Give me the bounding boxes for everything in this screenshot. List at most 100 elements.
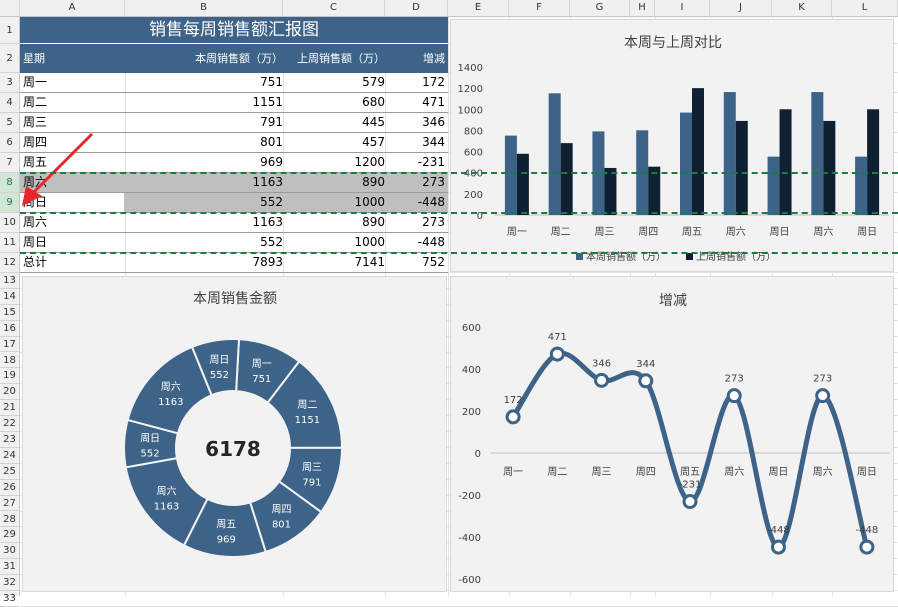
column-header-H[interactable]: H xyxy=(630,0,655,16)
row-header-10[interactable]: 10 xyxy=(0,213,19,233)
table-cell[interactable]: 周五 xyxy=(23,155,48,169)
table-cell[interactable]: 周一 xyxy=(23,75,48,89)
column-header-F[interactable]: F xyxy=(509,0,570,16)
row-header-31[interactable]: 31 xyxy=(0,559,19,576)
x-tick-label: 周三 xyxy=(594,226,614,238)
table-cell[interactable]: 周三 xyxy=(23,115,48,129)
table-cell[interactable]: -448 xyxy=(388,193,448,212)
table-cell[interactable]: 751 xyxy=(260,75,283,89)
table-cell[interactable]: 457 xyxy=(362,135,385,149)
row-header-18[interactable]: 18 xyxy=(0,353,19,369)
table-cell[interactable]: 969 xyxy=(260,155,283,169)
column-header-B[interactable]: B xyxy=(125,0,283,16)
row-header-11[interactable]: 11 xyxy=(0,233,19,253)
y-tick-label: 600 xyxy=(462,323,481,334)
row-header-22[interactable]: 22 xyxy=(0,416,19,432)
table-cell[interactable]: 273 xyxy=(422,175,445,189)
table-cell[interactable]: 1000 xyxy=(286,193,388,212)
row-header-30[interactable]: 30 xyxy=(0,543,19,560)
table-cell[interactable]: 445 xyxy=(362,115,385,129)
table-cell[interactable]: 791 xyxy=(260,115,283,129)
table-cell[interactable]: 552 xyxy=(124,193,286,212)
table-cell[interactable]: 552 xyxy=(260,235,283,249)
column-header-C[interactable]: C xyxy=(283,0,385,16)
table-cell[interactable]: 752 xyxy=(422,255,445,269)
column-header-A[interactable]: A xyxy=(20,0,125,16)
column-header-J[interactable]: J xyxy=(710,0,772,16)
row-header-29[interactable]: 29 xyxy=(0,527,19,544)
table-cell[interactable]: 1200 xyxy=(354,155,385,169)
row-header-9[interactable]: 9 xyxy=(0,193,19,213)
row-header-23[interactable]: 23 xyxy=(0,432,19,448)
x-tick-label: 周四 xyxy=(638,226,658,238)
column-header-E[interactable]: E xyxy=(448,0,509,16)
table-cell[interactable]: 172 xyxy=(422,75,445,89)
table-cell[interactable]: 579 xyxy=(362,75,385,89)
row-header-28[interactable]: 28 xyxy=(0,512,19,528)
row-header-13[interactable]: 13 xyxy=(0,273,19,289)
column-header-D[interactable]: D xyxy=(385,0,448,16)
table-cell[interactable]: -448 xyxy=(417,235,445,249)
table-cell[interactable]: 890 xyxy=(362,215,385,229)
table-cell[interactable]: 总计 xyxy=(23,255,48,269)
table-cell[interactable]: 890 xyxy=(362,175,385,189)
column-header-L[interactable]: L xyxy=(832,0,898,16)
row-header-25[interactable]: 25 xyxy=(0,464,19,480)
row-header-32[interactable]: 32 xyxy=(0,575,19,591)
select-all-corner[interactable] xyxy=(0,0,20,16)
table-cell[interactable]: 周日 xyxy=(23,195,48,209)
column-header-I[interactable]: I xyxy=(655,0,710,16)
donut-chart-panel[interactable]: 本周销售金额 周一 751 周二 1151 周三 791 周四 801 周五 969 周六 1163 周日… xyxy=(22,276,447,592)
y-tick-label: -400 xyxy=(458,533,481,544)
column-header-K[interactable]: K xyxy=(772,0,832,16)
row-header-8[interactable]: 8 xyxy=(0,173,19,193)
row-header-19[interactable]: 19 xyxy=(0,368,19,385)
table-cell[interactable]: 680 xyxy=(362,95,385,109)
table-cell[interactable]: 273 xyxy=(422,215,445,229)
data-point xyxy=(726,388,742,404)
line-chart-panel[interactable]: 增减 -600 -400 -200 0 200 400 600 周一 周二 周三 周四 周五 周六 周日 周六… xyxy=(450,276,894,592)
table-cell[interactable]: 1000 xyxy=(354,235,385,249)
row-header-1[interactable]: 1 xyxy=(0,17,19,44)
table-cell[interactable]: 周日 xyxy=(23,235,48,249)
row-header-3[interactable]: 3 xyxy=(0,73,19,93)
row-header-21[interactable]: 21 xyxy=(0,400,19,417)
row-header-17[interactable]: 17 xyxy=(0,337,19,353)
table-cell[interactable]: 周六 xyxy=(23,175,48,189)
row-header-27[interactable]: 27 xyxy=(0,496,19,512)
row-header-20[interactable]: 20 xyxy=(0,384,19,401)
bar-this-week xyxy=(767,156,780,215)
table-cell[interactable]: 周六 xyxy=(23,215,48,229)
row-header-4[interactable]: 4 xyxy=(0,93,19,113)
row-header-6[interactable]: 6 xyxy=(0,133,19,153)
slice-value: 1163 xyxy=(154,502,179,513)
table-cell[interactable]: -231 xyxy=(417,155,445,169)
table-cell[interactable]: 1151 xyxy=(252,95,283,109)
bar-chart-panel[interactable]: 本周与上周对比 0 200 400 600 800 1000 1200 1400 周一 周二 周三 周四… xyxy=(450,19,894,272)
slice-label: 周四 xyxy=(271,503,291,515)
table-cell[interactable]: 801 xyxy=(260,135,283,149)
table-cell[interactable]: 7141 xyxy=(354,255,385,269)
row-header-14[interactable]: 14 xyxy=(0,289,19,305)
row-header-15[interactable]: 15 xyxy=(0,305,19,321)
row-header-16[interactable]: 16 xyxy=(0,321,19,337)
row-header-33[interactable]: 33 xyxy=(0,591,19,607)
table-cell[interactable]: 344 xyxy=(422,135,445,149)
table-cell[interactable]: 周四 xyxy=(23,135,48,149)
row-header-12[interactable]: 12 xyxy=(0,253,19,273)
table-cell[interactable]: 346 xyxy=(422,115,445,129)
column-header-G[interactable]: G xyxy=(570,0,630,16)
table-cell[interactable]: 周二 xyxy=(23,95,48,109)
table-cell[interactable]: 7893 xyxy=(252,255,283,269)
table-row: 周四 801 457 344 xyxy=(20,133,448,153)
table-cell[interactable]: 1163 xyxy=(252,215,283,229)
row-header-26[interactable]: 26 xyxy=(0,480,19,496)
row-header-7[interactable]: 7 xyxy=(0,153,19,173)
table-cell[interactable]: 1163 xyxy=(252,175,283,189)
row-header-5[interactable]: 5 xyxy=(0,113,19,133)
row-header-2[interactable]: 2 xyxy=(0,44,19,73)
row-header-24[interactable]: 24 xyxy=(0,448,19,464)
x-tick-label: 周日 xyxy=(770,226,790,238)
slice-label: 周二 xyxy=(297,399,317,411)
table-cell[interactable]: 471 xyxy=(422,95,445,109)
